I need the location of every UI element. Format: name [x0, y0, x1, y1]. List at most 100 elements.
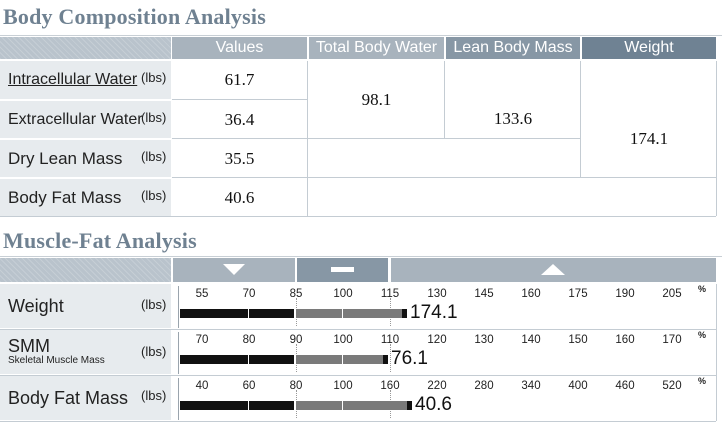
- row-label-dry-lean-mass: Dry Lean Mass: [0, 140, 171, 177]
- tick-label: 55: [195, 288, 209, 300]
- tick-label: 80: [289, 380, 303, 392]
- unit-label: (lbs): [141, 344, 167, 359]
- gauge-value: 174.1: [410, 302, 458, 323]
- tick-label: 160: [521, 288, 541, 300]
- bar-segment: [343, 309, 402, 318]
- gauge-scale: [178, 286, 712, 328]
- unit-label: (lbs): [141, 297, 167, 312]
- tick-label: 170: [662, 334, 682, 346]
- tick-label: 175: [568, 288, 588, 300]
- header-total-body-water: Total Body Water: [309, 37, 444, 59]
- header-values: Values: [172, 37, 307, 59]
- weight-label: Weight: [8, 295, 64, 316]
- gauge-scale: [178, 378, 712, 420]
- bar-segment: [343, 401, 407, 410]
- tick-label: 205: [662, 288, 682, 300]
- tick-label: 340: [521, 380, 541, 392]
- unit-label: (lbs): [141, 188, 167, 203]
- unit-label: (lbs): [141, 149, 167, 164]
- value-total-body-water: 98.1: [361, 89, 392, 109]
- grid-line: [716, 284, 717, 421]
- grid-line: [716, 61, 717, 216]
- bar-end-cap: [383, 355, 388, 364]
- grid-line: [0, 421, 716, 422]
- tick-label: 120: [427, 334, 447, 346]
- dry-lean-mass-label: Dry Lean Mass: [8, 148, 123, 168]
- tick-label: 520: [662, 380, 682, 392]
- tick-label: 460: [615, 380, 635, 392]
- tick-label: 100: [333, 288, 353, 300]
- bar-segment: [296, 309, 342, 318]
- tick-label: 400: [568, 380, 588, 392]
- tick-label: 100: [333, 334, 353, 346]
- value-dry-lean-mass: 35.5: [172, 140, 307, 177]
- bar-segment: [249, 355, 294, 364]
- row-label-smm: SMM Skeletal Muscle Mass: [0, 330, 171, 374]
- tick-label: 130: [474, 334, 494, 346]
- percent-symbol: %: [698, 376, 707, 386]
- row-label-weight: Weight: [0, 284, 171, 328]
- unit-label: (lbs): [141, 388, 167, 403]
- grid-line: [0, 375, 716, 376]
- bar-segment: [180, 401, 248, 410]
- bar-segment: [296, 355, 342, 364]
- grid-line: [172, 177, 716, 178]
- percent-symbol: %: [698, 330, 707, 340]
- unit-label: (lbs): [141, 70, 167, 85]
- unit-label: (lbs): [141, 110, 167, 125]
- value-weight: 174.1: [629, 128, 669, 148]
- bar-segment: [296, 401, 342, 410]
- gauge-value: 40.6: [415, 394, 452, 415]
- value-extracellular-water: 36.4: [172, 101, 307, 138]
- gauge-value: 76.1: [391, 348, 428, 369]
- row-label-intracellular-water: Intracellular Water: [0, 61, 171, 99]
- body-fat-mass-label: Body Fat Mass: [8, 187, 122, 207]
- title-divider: [0, 35, 722, 36]
- over-icon: [541, 264, 565, 275]
- grid-line: [0, 216, 716, 217]
- grid-line: [172, 99, 307, 100]
- band-under: [173, 258, 295, 282]
- tick-label: 140: [521, 334, 541, 346]
- grid-line: [307, 61, 308, 216]
- tick-label: 220: [427, 380, 447, 392]
- grid-line: [580, 61, 581, 177]
- grid-line: [444, 61, 445, 138]
- bar-end-cap: [407, 401, 412, 410]
- value-body-fat-mass: 40.6: [172, 179, 307, 216]
- band-normal: [297, 258, 388, 282]
- intracellular-water-label: Intracellular Water: [8, 71, 138, 88]
- bar-segment: [249, 401, 294, 410]
- bar-end-cap: [402, 309, 407, 318]
- row-label-body-fat-mass: Body Fat Mass: [0, 179, 171, 216]
- body-composition-title: Body Composition Analysis: [3, 4, 266, 29]
- bar-segment: [343, 355, 383, 364]
- header-blank: [0, 37, 171, 59]
- header-blank: [0, 258, 171, 282]
- tick-label: 70: [195, 334, 209, 346]
- tick-label: 70: [242, 288, 256, 300]
- muscle-fat-title: Muscle-Fat Analysis: [3, 228, 197, 253]
- row-label-extracellular-water: Extracellular Water: [0, 101, 171, 138]
- bar-segment: [249, 309, 294, 318]
- tick-label: 110: [380, 334, 400, 346]
- grid-line: [172, 138, 580, 139]
- smm-label: SMM: [8, 336, 50, 356]
- bar-segment: [180, 309, 248, 318]
- tick-label: 40: [195, 380, 209, 392]
- title-divider: [0, 256, 722, 257]
- grid-line: [0, 329, 716, 330]
- row-label-body-fat-mass: Body Fat Mass: [0, 376, 171, 420]
- tick-label: 80: [242, 334, 256, 346]
- tick-label: 60: [242, 380, 256, 392]
- tick-label: 160: [380, 380, 400, 392]
- percent-symbol: %: [698, 284, 707, 294]
- bar-segment: [180, 355, 248, 364]
- tick-label: 130: [427, 288, 447, 300]
- normal-range-guide: [390, 344, 391, 372]
- tick-label: 160: [615, 334, 635, 346]
- tick-label: 85: [289, 288, 303, 300]
- under-icon: [223, 264, 245, 275]
- tick-label: 190: [615, 288, 635, 300]
- body-fat-mass-label: Body Fat Mass: [8, 387, 129, 408]
